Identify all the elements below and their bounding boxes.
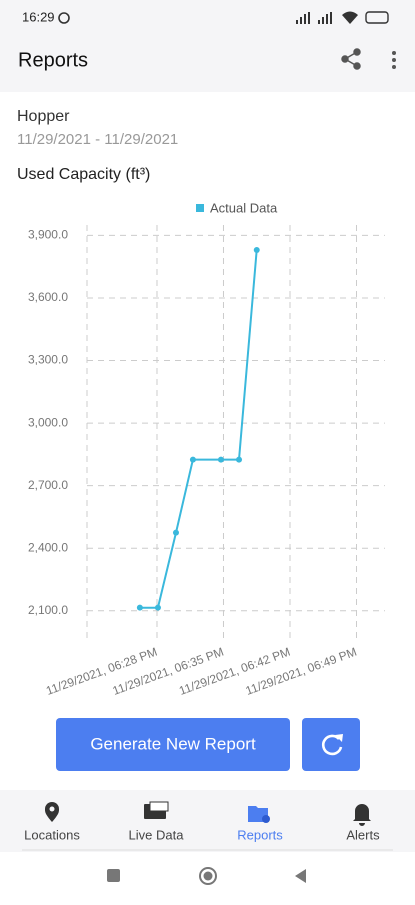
nav-label[interactable]: Live Data (129, 827, 185, 842)
y-tick-label: 3,900.0 (28, 228, 68, 242)
y-tick-label: 2,400.0 (28, 540, 68, 554)
refresh-button[interactable] (302, 718, 360, 771)
data-point (236, 456, 243, 463)
bottom-nav-bg (0, 790, 415, 852)
share-button[interactable] (341, 48, 361, 70)
nav-icons (45, 801, 371, 826)
legend-label: Actual Data (210, 200, 278, 215)
nav-label[interactable]: Alerts (346, 827, 380, 842)
x-tick-label: 11/29/2021, 06:49 PM (244, 645, 359, 698)
data-point (217, 456, 224, 463)
y-tick-label: 2,100.0 (28, 603, 68, 617)
system-nav (107, 867, 306, 885)
nav-label[interactable]: Reports (237, 827, 283, 842)
chart: 2,100.0 2,400.0 2,700.0 3,000.0 3,300.0 3,600… (28, 200, 385, 698)
y-tick-label: 2,700.0 (28, 478, 68, 492)
report-name: Hopper (17, 108, 70, 125)
status-icons (58, 11, 389, 24)
metric-label: Used Capacity (ft³) (17, 166, 150, 183)
generate-report-label: Generate New Report (90, 734, 256, 753)
data-point (253, 247, 260, 254)
app-title: Reports (18, 49, 88, 71)
x-tick-label: 11/29/2021, 06:28 PM (44, 645, 159, 698)
x-tick-label: 11/29/2021, 06:42 PM (177, 645, 292, 698)
status-time: 16:29 (22, 9, 55, 24)
nav-label[interactable]: Locations (24, 827, 80, 842)
y-tick-label: 3,000.0 (28, 415, 68, 429)
legend-swatch (196, 204, 204, 212)
data-point (172, 529, 179, 536)
report-date-range: 11/29/2021 - 11/29/2021 (17, 131, 178, 148)
data-point (136, 604, 143, 611)
x-tick-label: 11/29/2021, 06:35 PM (111, 645, 226, 698)
y-tick-label: 3,300.0 (28, 353, 68, 367)
data-point (154, 604, 161, 611)
more-button[interactable] (392, 51, 396, 69)
data-point (189, 456, 196, 463)
y-tick-label: 3,600.0 (28, 290, 68, 304)
generate-report-button[interactable] (56, 718, 290, 771)
